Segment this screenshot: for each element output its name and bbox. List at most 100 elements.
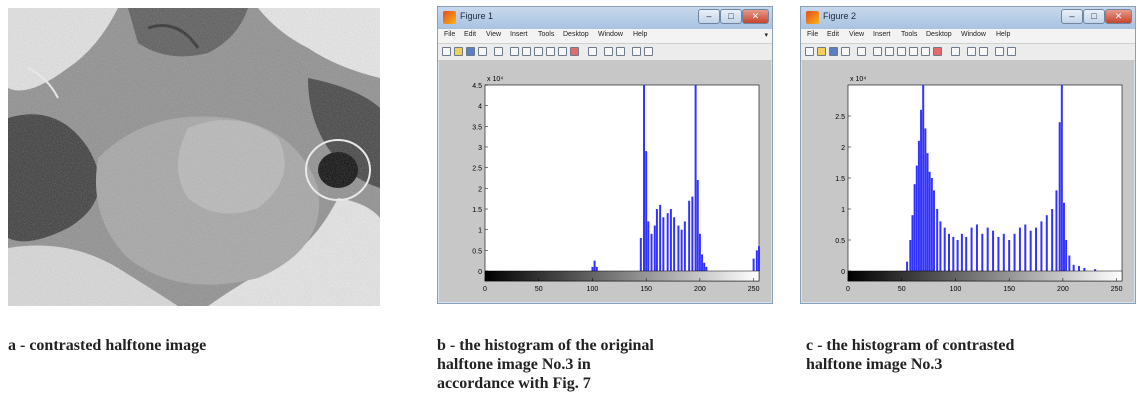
histogram-bar xyxy=(659,204,662,271)
histogram-bar xyxy=(932,190,935,271)
histogram-bar xyxy=(593,260,596,271)
histogram-bar xyxy=(1060,85,1063,271)
brush-icon[interactable] xyxy=(933,47,942,56)
histogram-bar xyxy=(1045,215,1048,271)
zoom-out-icon[interactable] xyxy=(885,47,894,56)
menu-edit[interactable]: Edit xyxy=(464,31,477,38)
save-icon[interactable] xyxy=(829,47,838,56)
histogram-bar xyxy=(703,262,706,271)
rotate-3d-icon[interactable] xyxy=(546,47,555,56)
y-tick-label: 3 xyxy=(478,145,482,152)
zoom-in-icon[interactable] xyxy=(510,47,519,56)
x-tick-label: 150 xyxy=(640,286,652,293)
x-tick-label: 100 xyxy=(587,286,599,293)
insert-legend-icon[interactable] xyxy=(616,47,625,56)
rotate-3d-icon[interactable] xyxy=(909,47,918,56)
open-file-icon[interactable] xyxy=(817,47,826,56)
menu-bar: File Edit View Insert Tools Desktop Wind… xyxy=(438,29,772,44)
link-plot-icon[interactable] xyxy=(588,47,597,56)
y-tick-label: 2.5 xyxy=(472,166,482,173)
window-title: Figure 2 xyxy=(823,11,857,21)
menu-insert[interactable]: Insert xyxy=(873,31,891,38)
hide-plot-tools-icon[interactable] xyxy=(632,47,641,56)
caption-c: c - the histogram of contrasted halftone… xyxy=(806,336,1126,374)
histogram-bar xyxy=(752,258,755,271)
menu-arrow-icon[interactable]: ▾ xyxy=(764,32,768,39)
new-figure-icon[interactable] xyxy=(442,47,451,56)
menu-help[interactable]: Help xyxy=(633,31,648,38)
minimize-button[interactable]: – xyxy=(1061,9,1083,24)
pan-hand-icon[interactable] xyxy=(897,47,906,56)
menu-view[interactable]: View xyxy=(849,31,865,38)
y-tick-label: 4.5 xyxy=(472,83,482,90)
y-exponent-label: x 10⁴ xyxy=(850,76,866,83)
plot-area: 0 0.5 1 1.5 2 2.5 0 50 100 150 200 250 x 10⁴ xyxy=(802,61,1134,302)
y-tick-label: 1.5 xyxy=(835,176,845,183)
print-icon[interactable] xyxy=(478,47,487,56)
y-tick-label: 0.5 xyxy=(835,238,845,245)
title-bar[interactable]: Figure 1 – □ ✕ xyxy=(438,7,772,29)
histogram-bar xyxy=(650,233,653,271)
x-tick-label: 250 xyxy=(748,286,760,293)
data-cursor-icon[interactable] xyxy=(558,47,567,56)
show-plot-tools-icon[interactable] xyxy=(644,47,653,56)
link-plot-icon[interactable] xyxy=(951,47,960,56)
menu-window[interactable]: Window xyxy=(961,31,986,38)
show-plot-tools-icon[interactable] xyxy=(1007,47,1016,56)
menu-tools[interactable]: Tools xyxy=(538,31,555,38)
caption-line: halftone image No.3 xyxy=(806,356,943,373)
histogram-bar xyxy=(643,85,646,271)
minimize-button[interactable]: – xyxy=(698,9,720,24)
edit-plot-arrow-icon[interactable] xyxy=(857,47,866,56)
menu-help[interactable]: Help xyxy=(996,31,1011,38)
title-bar[interactable]: Figure 2 – □ ✕ xyxy=(801,7,1135,29)
figure-2-window[interactable]: Figure 2 – □ ✕ File Edit View Insert Too… xyxy=(800,6,1136,304)
open-file-icon[interactable] xyxy=(454,47,463,56)
histogram-bar xyxy=(662,217,665,271)
maximize-button[interactable]: □ xyxy=(720,9,742,24)
insert-legend-icon[interactable] xyxy=(979,47,988,56)
y-tick-label: 1 xyxy=(478,228,482,235)
figure-1-window[interactable]: Figure 1 – □ ✕ File Edit View Insert Too… xyxy=(437,6,773,304)
data-cursor-icon[interactable] xyxy=(921,47,930,56)
histogram-bar xyxy=(677,225,680,271)
x-tick-label: 200 xyxy=(694,286,706,293)
edit-plot-arrow-icon[interactable] xyxy=(494,47,503,56)
insert-colorbar-icon[interactable] xyxy=(967,47,976,56)
histogram-bar xyxy=(1083,267,1086,271)
pan-hand-icon[interactable] xyxy=(534,47,543,56)
close-button[interactable]: ✕ xyxy=(1105,9,1132,24)
zoom-out-icon[interactable] xyxy=(522,47,531,56)
brush-icon[interactable] xyxy=(570,47,579,56)
zoom-in-icon[interactable] xyxy=(873,47,882,56)
save-icon[interactable] xyxy=(466,47,475,56)
hide-plot-tools-icon[interactable] xyxy=(995,47,1004,56)
insert-colorbar-icon[interactable] xyxy=(604,47,613,56)
menu-file[interactable]: File xyxy=(807,31,819,38)
maximize-button[interactable]: □ xyxy=(1083,9,1105,24)
caption-line: halftone image No.3 in xyxy=(437,356,591,373)
histogram-bar xyxy=(647,221,650,271)
menu-desktop[interactable]: Desktop xyxy=(563,31,589,38)
y-tick-label: 2 xyxy=(841,145,845,152)
histogram-bar xyxy=(1002,233,1005,271)
menu-desktop[interactable]: Desktop xyxy=(926,31,952,38)
x-tick-label: 250 xyxy=(1111,286,1123,293)
close-button[interactable]: ✕ xyxy=(742,9,769,24)
histogram-bar xyxy=(1062,202,1065,271)
menu-window[interactable]: Window xyxy=(598,31,623,38)
menu-file[interactable]: File xyxy=(444,31,456,38)
new-figure-icon[interactable] xyxy=(805,47,814,56)
histogram-bar xyxy=(906,261,909,271)
menu-insert[interactable]: Insert xyxy=(510,31,528,38)
menu-view[interactable]: View xyxy=(486,31,502,38)
x-tick-label: 0 xyxy=(846,286,850,293)
menu-tools[interactable]: Tools xyxy=(901,31,918,38)
histogram-bar xyxy=(645,151,648,271)
histogram-bar xyxy=(1078,266,1081,271)
window-title: Figure 1 xyxy=(460,11,494,21)
histogram-bar xyxy=(913,184,916,271)
print-icon[interactable] xyxy=(841,47,850,56)
menu-edit[interactable]: Edit xyxy=(827,31,840,38)
histogram-bar xyxy=(943,227,946,271)
